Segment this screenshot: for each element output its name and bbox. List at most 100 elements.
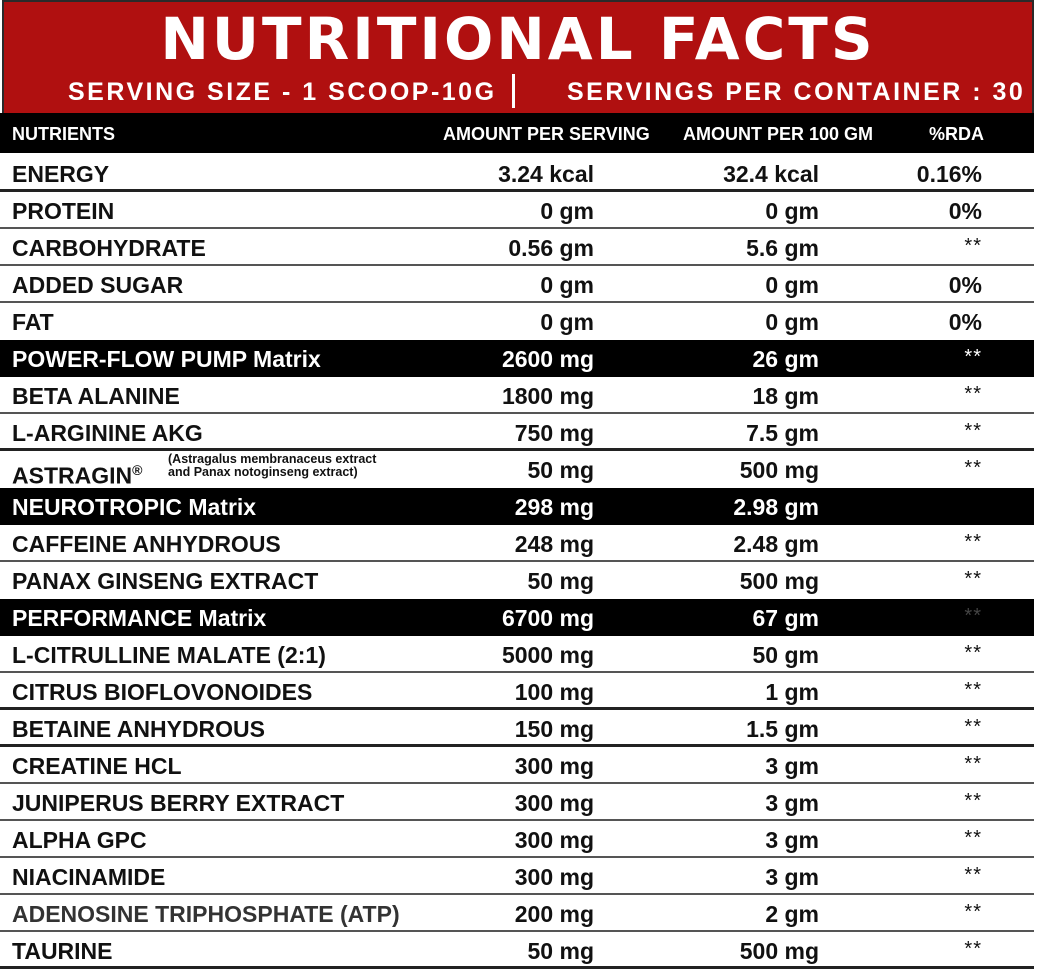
rda-value: ** — [964, 901, 982, 923]
nutrient-name-text: ASTRAGIN — [12, 462, 133, 489]
table-row: L-ARGININE AKG 750 mg 7.5 gm ** — [0, 414, 1034, 451]
amount-per-serving: 3.24 kcal — [498, 161, 594, 187]
column-nutrients: NUTRIENTS — [12, 124, 115, 144]
rda-value: ** — [964, 383, 982, 405]
serving-size: SERVING SIZE - 1 SCOOP-10G — [68, 78, 497, 106]
table-row: ASTRAGIN® (Astragalus membranaceus extra… — [0, 451, 1034, 491]
table-row: BETA ALANINE 1800 mg 18 gm ** — [0, 377, 1034, 414]
nutrient-table: ENERGY 3.24 kcal 32.4 kcal 0.16% PROTEIN… — [0, 155, 1034, 969]
rda-value: 0% — [948, 309, 982, 335]
rda-value: ** — [964, 531, 982, 553]
amount-per-serving: 5000 mg — [501, 642, 594, 668]
matrix-name: NEUROTROPIC Matrix — [12, 494, 257, 520]
amount-per-serving: 50 mg — [527, 938, 594, 964]
amount-per-serving: 50 mg — [527, 457, 594, 483]
rda-value: ** — [964, 457, 982, 479]
table-row: CAFFEINE ANHYDROUS 248 mg 2.48 gm ** — [0, 525, 1034, 562]
amount-per-100g: 0 gm — [765, 198, 819, 224]
amount-per-serving: 2600 mg — [501, 346, 594, 372]
rda-value: ** — [964, 827, 982, 849]
title-banner: NUTRITIONAL FACTS SERVING SIZE - 1 SCOOP… — [2, 0, 1034, 113]
nutrient-name: CREATINE HCL — [12, 753, 182, 779]
nutrient-name: FAT — [12, 309, 54, 335]
amount-per-serving: 300 mg — [514, 864, 594, 890]
table-row: BETAINE ANHYDROUS 150 mg 1.5 gm ** — [0, 710, 1034, 747]
nutrient-name: NIACINAMIDE — [12, 864, 166, 890]
table-row: L-CITRULLINE MALATE (2:1) 5000 mg 50 gm … — [0, 636, 1034, 673]
note-line-2: and Panax notoginseng extract) — [168, 465, 358, 479]
table-row: PROTEIN 0 gm 0 gm 0% — [0, 192, 1034, 229]
matrix-name: PERFORMANCE Matrix — [12, 605, 267, 631]
column-header-row: NUTRIENTS AMOUNT PER SERVING AMOUNT PER … — [0, 113, 1034, 153]
rda-value: ** — [964, 605, 982, 627]
amount-per-100g: 2 gm — [765, 901, 819, 927]
rda-value: ** — [964, 346, 982, 368]
servings-per-container: SERVINGS PER CONTAINER : 30 — [567, 78, 1026, 106]
amount-per-100g: 500 mg — [739, 938, 819, 964]
table-row: CITRUS BIOFLOVONOIDES 100 mg 1 gm ** — [0, 673, 1034, 710]
amount-per-serving: 0 gm — [540, 198, 594, 224]
amount-per-serving: 150 mg — [514, 716, 594, 742]
column-per-100g: AMOUNT PER 100 GM — [683, 124, 874, 144]
note-line-1: (Astragalus membranaceus extract — [168, 452, 377, 466]
amount-per-serving: 298 mg — [514, 494, 594, 520]
registered-mark: ® — [132, 462, 143, 478]
nutrient-name: PROTEIN — [12, 198, 115, 224]
rda-value: 0% — [948, 198, 982, 224]
nutrient-name: ASTRAGIN® — [12, 455, 142, 491]
nutrient-name: ENERGY — [12, 161, 110, 187]
matrix-header-row: POWER-FLOW PUMP Matrix 2600 mg 26 gm ** — [0, 340, 1034, 377]
rda-value: ** — [964, 642, 982, 664]
nutrient-name: CARBOHYDRATE — [12, 235, 206, 261]
amount-per-100g: 0 gm — [765, 309, 819, 335]
amount-per-serving: 6700 mg — [501, 605, 594, 631]
amount-per-serving: 100 mg — [514, 679, 594, 705]
rda-value: ** — [964, 568, 982, 590]
amount-per-100g: 0 gm — [765, 272, 819, 298]
table-row: PANAX GINSENG EXTRACT 50 mg 500 mg ** — [0, 562, 1034, 599]
amount-per-100g: 32.4 kcal — [723, 161, 819, 187]
amount-per-100g: 500 mg — [739, 457, 819, 483]
amount-per-serving: 1800 mg — [501, 383, 594, 409]
nutrient-name: L-CITRULLINE MALATE (2:1) — [12, 642, 326, 668]
table-row: ADENOSINE TRIPHOSPHATE (ATP) 200 mg 2 gm… — [0, 895, 1034, 932]
nutrient-name: ADDED SUGAR — [12, 272, 184, 298]
amount-per-serving: 0 gm — [540, 272, 594, 298]
table-row: CREATINE HCL 300 mg 3 gm ** — [0, 747, 1034, 784]
rda-value: ** — [964, 420, 982, 442]
amount-per-serving: 300 mg — [514, 790, 594, 816]
amount-per-100g: 3 gm — [765, 827, 819, 853]
rda-value: ** — [964, 753, 982, 775]
table-row: ENERGY 3.24 kcal 32.4 kcal 0.16% — [0, 155, 1034, 192]
table-row: TAURINE 50 mg 500 mg ** — [0, 932, 1034, 969]
table-row: ADDED SUGAR 0 gm 0 gm 0% — [0, 266, 1034, 303]
amount-per-serving: 750 mg — [514, 420, 594, 446]
nutrient-name: PANAX GINSENG EXTRACT — [12, 568, 319, 594]
amount-per-100g: 1 gm — [765, 679, 819, 705]
matrix-name: POWER-FLOW PUMP Matrix — [12, 346, 321, 372]
column-rda: %RDA — [929, 124, 985, 144]
amount-per-100g: 3 gm — [765, 753, 819, 779]
nutrient-name: CAFFEINE ANHYDROUS — [12, 531, 281, 557]
rda-value: ** — [964, 864, 982, 886]
page-title: NUTRITIONAL FACTS — [160, 5, 876, 73]
amount-per-100g: 2.48 gm — [733, 531, 819, 557]
rda-value: ** — [964, 790, 982, 812]
rda-value: ** — [964, 235, 982, 257]
rda-value: 0.16% — [916, 161, 982, 187]
amount-per-100g: 50 gm — [752, 642, 819, 668]
amount-per-100g: 18 gm — [752, 383, 819, 409]
amount-per-serving: 300 mg — [514, 827, 594, 853]
amount-per-serving: 248 mg — [514, 531, 594, 557]
nutrient-name: JUNIPERUS BERRY EXTRACT — [12, 790, 345, 816]
table-row: NIACINAMIDE 300 mg 3 gm ** — [0, 858, 1034, 895]
amount-per-100g: 2.98 gm — [733, 494, 819, 520]
subtitle-divider — [512, 74, 515, 108]
amount-per-100g: 500 mg — [739, 568, 819, 594]
rda-value: ** — [964, 716, 982, 738]
amount-per-serving: 200 mg — [514, 901, 594, 927]
table-row: FAT 0 gm 0 gm 0% — [0, 303, 1034, 340]
nutrient-name: ADENOSINE TRIPHOSPHATE (ATP) — [12, 901, 400, 927]
matrix-header-row: PERFORMANCE Matrix 6700 mg 67 gm ** — [0, 599, 1034, 636]
nutrient-name: ALPHA GPC — [12, 827, 147, 853]
